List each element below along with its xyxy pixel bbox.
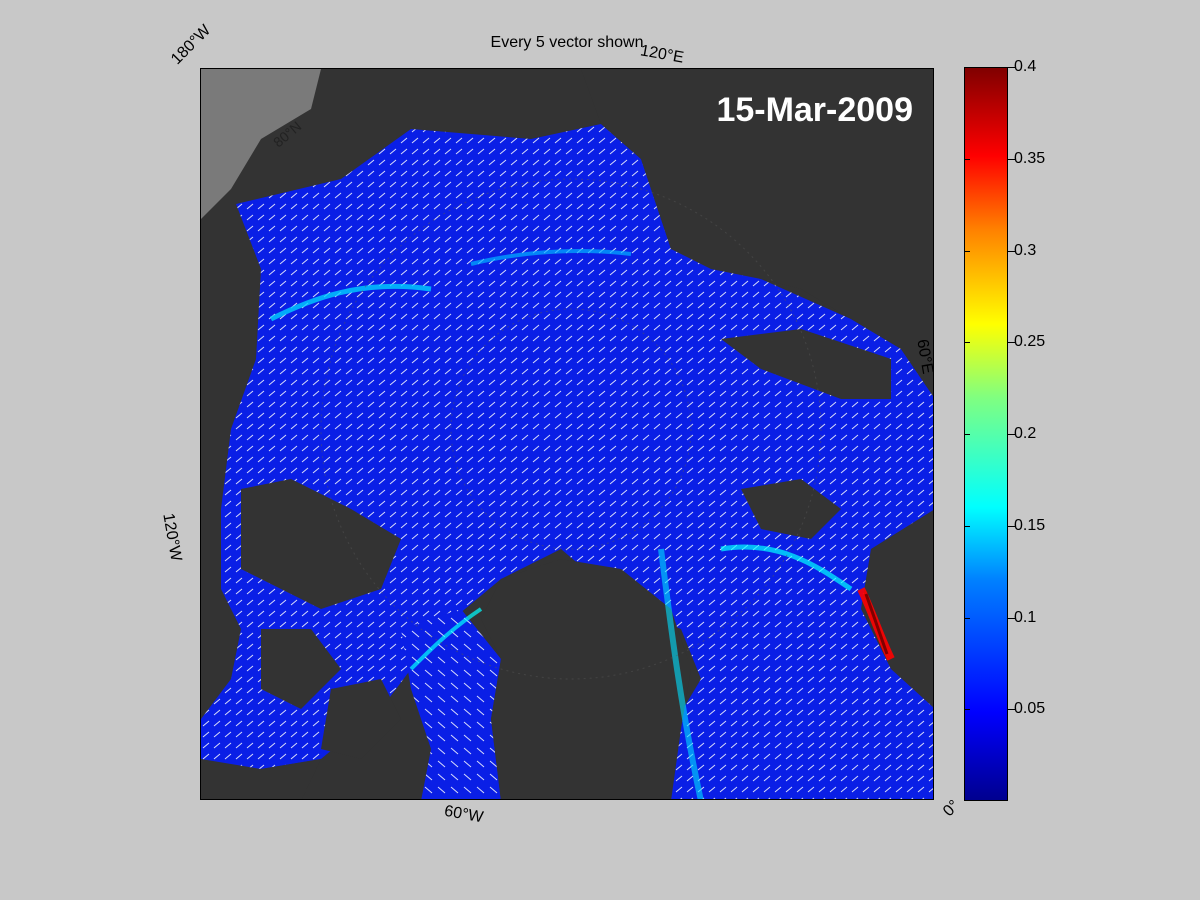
colorbar-tick	[1008, 434, 1016, 435]
land-eurasia	[581, 69, 933, 397]
colorbar-tick-inner	[964, 159, 970, 160]
colorbar-tick-label: 0.2	[1014, 425, 1037, 442]
velocity-streak-nares	[409, 607, 483, 671]
land-greenland	[481, 559, 691, 799]
colorbar-tick	[1008, 526, 1016, 527]
colorbar-tick-label: 0.1	[1014, 609, 1037, 626]
ice-arctic-basin-vectors	[201, 124, 933, 799]
lon-label-60w: 60°W	[442, 802, 485, 827]
land-canadian-archipelago	[241, 479, 401, 609]
colorbar-tick	[1008, 159, 1016, 160]
colorbar-tick-label: 0.35	[1014, 150, 1046, 167]
colorbar-tick-inner	[964, 67, 970, 68]
velocity-streak-beaufort	[269, 283, 432, 322]
colorbar-tick-label: 0.4	[1014, 58, 1037, 75]
figure-title: Every 5 vector shown	[490, 34, 644, 51]
colorbar-tick-label: 0.25	[1014, 333, 1046, 350]
colorbar-tick	[1008, 67, 1016, 68]
land-scandinavia	[861, 510, 933, 708]
land-svalbard	[741, 479, 841, 539]
date-label: 15-Mar-2009	[716, 91, 913, 129]
colorbar-tick-inner	[964, 618, 970, 619]
velocity-streak-fram	[658, 548, 704, 799]
colorbar-tick	[1008, 709, 1016, 710]
colorbar-tick	[1008, 251, 1016, 252]
colorbar-tick-inner	[964, 342, 970, 343]
lon-label-0: 0°	[940, 797, 963, 821]
colorbar-tick	[1008, 618, 1016, 619]
colorbar-tick-inner	[964, 251, 970, 252]
land-novaya-zemlya	[721, 329, 891, 399]
colorbar	[964, 67, 1008, 801]
sea-ice-velocity-map: 15-Mar-2009	[200, 68, 934, 800]
colorbar-tick-label: 0.05	[1014, 700, 1046, 717]
colorbar-tick-label: 0.15	[1014, 517, 1046, 534]
velocity-streak-transpolar	[470, 249, 632, 266]
colorbar-tick-label: 0.3	[1014, 242, 1037, 259]
velocity-streak-barents	[720, 544, 853, 592]
graticule-80n	[320, 178, 822, 680]
colorbar-tick-inner	[964, 709, 970, 710]
colorbar-tick-inner	[964, 434, 970, 435]
lon-label-120w: 120°W	[159, 512, 185, 563]
map-canvas	[201, 69, 933, 799]
land-alaska	[201, 69, 321, 219]
colorbar-tick-inner	[964, 526, 970, 527]
colorbar-tick	[1008, 342, 1016, 343]
